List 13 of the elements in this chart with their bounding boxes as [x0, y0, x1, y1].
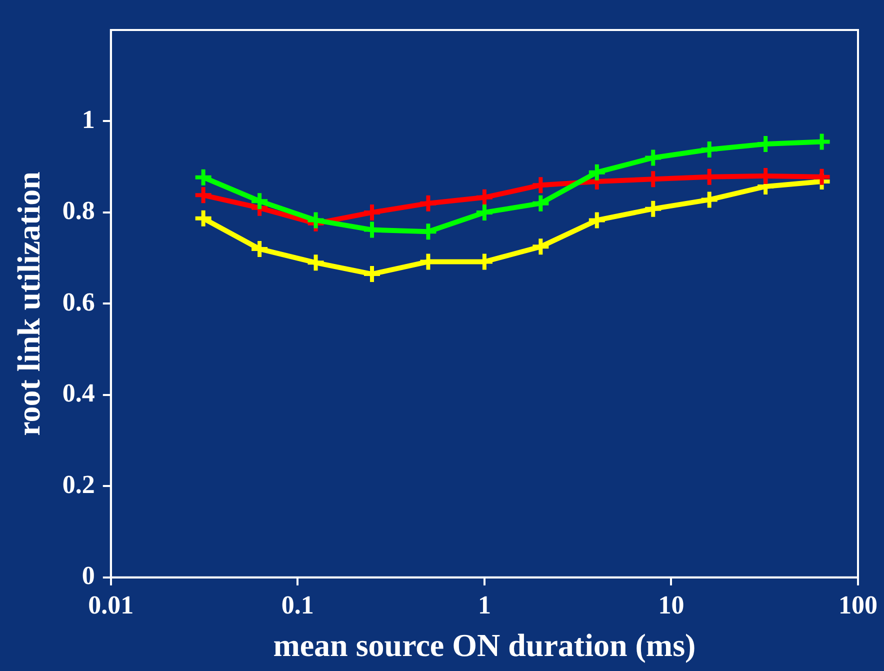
x-tick-label: 0.01 — [88, 590, 134, 620]
x-tick-label: 1 — [478, 590, 491, 620]
y-tick-label: 1 — [82, 104, 95, 134]
y-tick-label: 0.8 — [62, 196, 95, 226]
y-tick-label: 0.6 — [62, 287, 95, 316]
x-tick-label: 0.1 — [281, 590, 314, 620]
x-axis-title: mean source ON duration (ms) — [273, 627, 696, 664]
x-tick-label: 100 — [838, 590, 878, 620]
y-tick-label: 0.4 — [62, 378, 95, 408]
y-tick-label: 0 — [82, 561, 95, 590]
x-tick-label: 10 — [658, 590, 684, 620]
y-tick-label: 0.2 — [62, 470, 95, 499]
y-axis-title: root link utilization — [10, 171, 46, 436]
